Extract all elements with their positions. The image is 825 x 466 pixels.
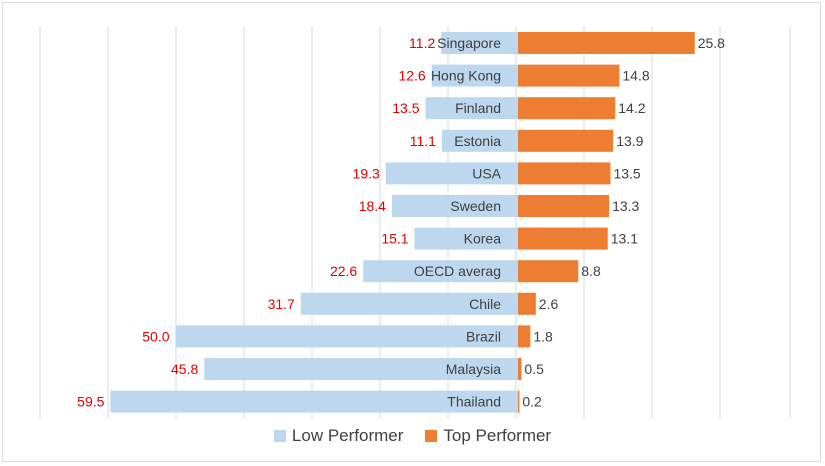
low-value-label-8: 31.7 [268, 296, 295, 312]
bar-top-9 [518, 325, 531, 348]
top-value-label-5: 13.3 [612, 198, 639, 214]
category-label-7: OECD averag [414, 263, 501, 279]
bar-low-4 [385, 162, 518, 185]
bar-low-11 [110, 390, 519, 413]
bar-low-1 [431, 64, 518, 87]
bar-low-3 [441, 129, 518, 152]
top-value-label-7: 8.8 [581, 263, 601, 279]
bar-top-6 [518, 227, 608, 250]
low-value-label-4: 19.3 [353, 165, 380, 181]
top-value-label-10: 0.5 [524, 361, 544, 377]
bar-top-10 [518, 358, 522, 380]
top-value-label-4: 13.5 [613, 165, 640, 181]
low-value-label-0: 11.2 [409, 35, 435, 51]
legend-label-top: Top Performer [443, 426, 552, 445]
legend-item-low: Low Performer [273, 426, 404, 446]
top-value-label-9: 1.8 [533, 328, 553, 344]
bar-low-7 [363, 260, 518, 283]
legend: Low Performer Top Performer [0, 424, 825, 448]
category-label-2: Finland [455, 100, 501, 116]
bar-top-4 [518, 162, 611, 185]
category-label-3: Estonia [454, 133, 501, 149]
bar-top-8 [518, 292, 536, 315]
category-label-6: Korea [464, 231, 502, 247]
bar-top-3 [518, 129, 614, 152]
bar-top-11 [518, 390, 520, 413]
bar-low-9 [175, 325, 518, 348]
low-value-label-2: 13.5 [392, 100, 419, 116]
top-value-label-8: 2.6 [539, 296, 559, 312]
legend-swatch-top [425, 430, 438, 442]
top-value-label-1: 14.8 [622, 68, 649, 84]
bar-low-2 [425, 97, 518, 120]
bar-top-0 [518, 32, 695, 54]
category-label-1: Hong Kong [431, 68, 501, 84]
top-value-label-6: 13.1 [611, 231, 638, 247]
low-value-label-9: 50.0 [142, 328, 169, 344]
category-label-8: Chile [469, 296, 501, 312]
low-value-label-1: 12.6 [398, 68, 425, 84]
top-value-label-0: 25.8 [698, 35, 725, 51]
legend-swatch-low [273, 430, 286, 442]
low-value-label-6: 15.1 [381, 231, 408, 247]
low-value-label-3: 11.1 [410, 133, 436, 149]
chart-frame [2, 2, 821, 462]
category-label-0: Singapore [437, 35, 501, 51]
category-label-10: Malaysia [446, 361, 501, 377]
top-value-label-2: 14.2 [618, 100, 645, 116]
category-label-9: Brazil [466, 328, 501, 344]
bar-low-8 [300, 292, 518, 315]
legend-item-top: Top Performer [425, 426, 551, 446]
top-value-label-3: 13.9 [616, 133, 643, 149]
low-value-label-7: 22.6 [330, 263, 357, 279]
category-label-4: USA [472, 165, 501, 181]
category-label-11: Thailand [447, 394, 501, 410]
legend-label-low: Low Performer [291, 426, 404, 445]
category-label-5: Sweden [450, 198, 501, 214]
bar-top-2 [518, 97, 616, 120]
top-value-label-11: 0.2 [522, 394, 542, 410]
bar-low-0 [441, 32, 518, 54]
bar-low-10 [204, 358, 518, 380]
bar-low-6 [414, 227, 518, 250]
bar-top-5 [518, 195, 610, 217]
bar-top-1 [518, 64, 620, 87]
low-value-label-5: 18.4 [359, 198, 386, 214]
bar-low-5 [391, 195, 518, 217]
low-value-label-10: 45.8 [171, 361, 198, 377]
low-value-label-11: 59.5 [77, 394, 104, 410]
bar-top-7 [518, 260, 579, 283]
